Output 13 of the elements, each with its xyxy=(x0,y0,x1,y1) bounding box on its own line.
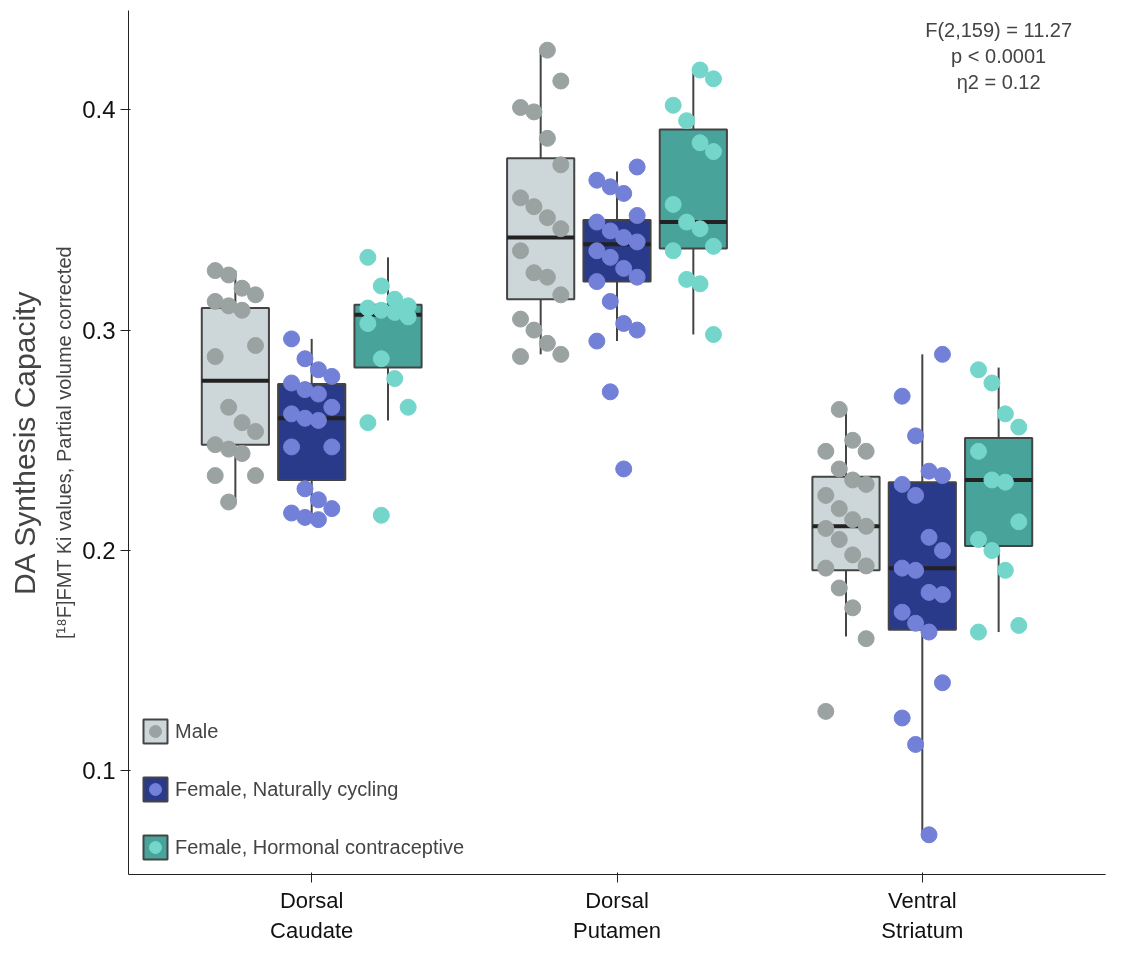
legend-label: Female, Naturally cycling xyxy=(175,777,399,801)
x-tick-label: Ventral Striatum xyxy=(881,887,964,943)
legend-label: Male xyxy=(175,719,219,743)
y-tick-label: 0.1 xyxy=(82,757,116,785)
y-tick-label: 0.2 xyxy=(82,537,116,564)
y-tick-label: 0.3 xyxy=(82,316,116,344)
y-axis-title: DA Synthesis Capacity xyxy=(7,291,41,596)
legend-label: Female, Hormonal contraceptive xyxy=(175,835,465,859)
x-tick-label: Dorsal Putamen xyxy=(572,887,662,943)
y-tick-label: 0.4 xyxy=(82,96,116,124)
text: [¹⁸F]FMT Ki values, Partial volume corrected xyxy=(52,246,75,639)
annotation: F(2,159) = 11.27 p < 0.0001 η2 = 0.12 xyxy=(925,18,1073,94)
x-tick-label: Dorsal Caudate xyxy=(270,887,354,943)
